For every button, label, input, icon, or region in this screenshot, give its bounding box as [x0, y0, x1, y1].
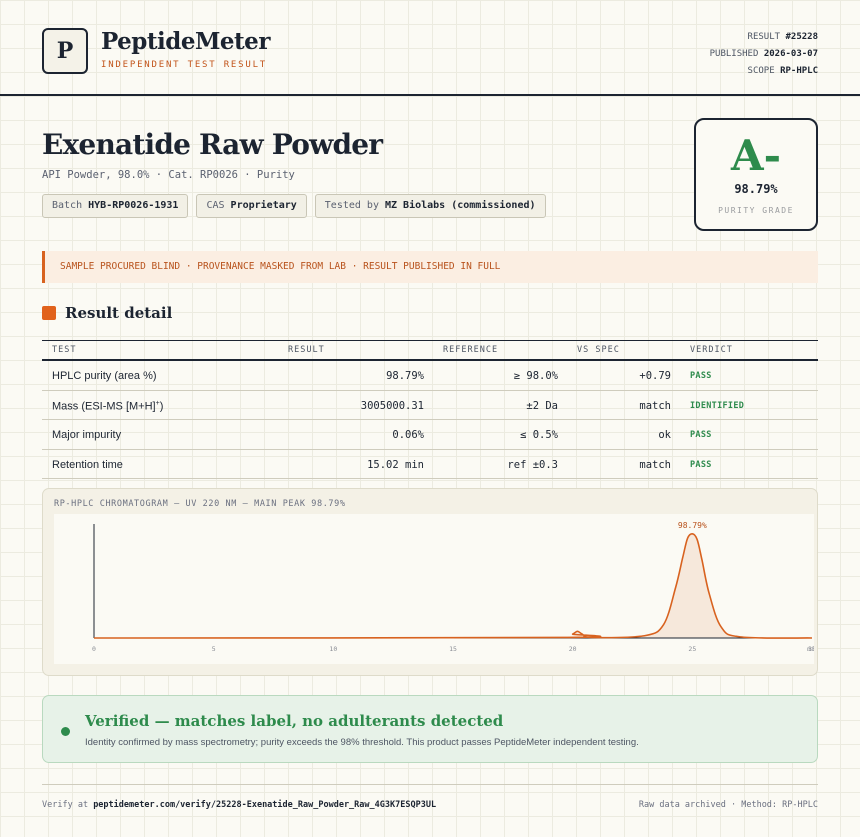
archive-note: Raw data archived · Method: RP-HPLC: [638, 800, 818, 810]
test-name: HPLC purity (area %): [52, 370, 157, 382]
scope-line: SCOPE RP-HPLC: [747, 66, 818, 76]
results-table: TEST RESULT REFERENCE VS SPEC VERDICT HP…: [42, 340, 818, 479]
verify-line: Verify at peptidemeter.com/verify/25228-…: [42, 800, 437, 810]
product-subtitle: API Powder, 98.0% · Cat. RP0026 · Purity: [42, 169, 295, 181]
test-vs-spec: ok: [658, 429, 671, 441]
test-name: Mass (ESI-MS [M+H]+): [52, 399, 164, 413]
published-line: PUBLISHED 2026-03-07: [709, 49, 818, 59]
section-title: Result detail: [65, 304, 173, 322]
col-reference: REFERENCE: [443, 345, 499, 355]
test-reference: ±2 Da: [526, 399, 558, 412]
test-result: 0.06%: [392, 429, 424, 441]
verified-banner: Verified — matches label, no adulterants…: [42, 695, 818, 763]
test-vs-spec: +0.79: [639, 370, 671, 382]
grade-letter: A-: [730, 131, 782, 180]
x-tick-label: 10: [329, 645, 337, 653]
footer-divider: [42, 784, 818, 785]
chart-title: RP-HPLC CHROMATOGRAM — UV 220 NM — MAIN …: [54, 499, 346, 509]
x-tick-label: 30: [808, 645, 814, 653]
grade-value: 98.79%: [734, 182, 778, 196]
verdict-badge: PASS: [690, 371, 712, 381]
chromatogram-chart: 0 5 10 15 20 25 30min 98.79%: [54, 514, 814, 664]
test-result: 98.79%: [386, 370, 424, 382]
x-tick-label: 25: [688, 645, 696, 653]
product-chips: Batch HYB-RP0026-1931 CAS Proprietary Te…: [42, 194, 546, 218]
result-id-line: RESULT #25228: [747, 32, 818, 42]
verdict-badge: IDENTIFIED: [690, 400, 745, 411]
verified-title: Verified — matches label, no adulterants…: [85, 712, 504, 730]
x-tick-label: 0: [92, 645, 96, 653]
cas-chip: CAS Proprietary: [196, 194, 307, 218]
table-row: HPLC purity (area %) 98.79% ≥ 98.0% +0.7…: [42, 361, 818, 391]
test-reference: ref ±0.3: [507, 458, 558, 471]
tested-by-chip: Tested by MZ Biolabs (commissioned): [314, 194, 546, 218]
verified-description: Identity confirmed by mass spectrometry;…: [85, 737, 639, 748]
published-date: 2026-03-07: [763, 49, 818, 59]
x-tick-label: 20: [569, 645, 577, 653]
table-row: Major impurity 0.06% ≤ 0.5% ok PASS: [42, 420, 818, 450]
test-name: Retention time: [52, 458, 123, 471]
chromatogram-series-line: [93, 533, 813, 639]
test-reference: ≥ 98.0%: [513, 370, 558, 382]
brand-tagline: INDEPENDENT TEST RESULT: [101, 60, 268, 70]
test-result: 3005000.31: [360, 399, 424, 412]
grade-label: PURITY GRADE: [718, 206, 794, 215]
result-id: #25228: [785, 32, 818, 42]
brand-logo[interactable]: P: [42, 28, 88, 74]
header: P PeptideMeter INDEPENDENT TEST RESULT R…: [0, 0, 860, 96]
test-vs-spec: match: [639, 458, 671, 471]
brand-name[interactable]: PeptideMeter: [101, 28, 270, 55]
verified-dot-icon: [61, 727, 70, 736]
grade-card: A- 98.79% PURITY GRADE: [694, 118, 818, 231]
batch-chip: Batch HYB-RP0026-1931: [42, 194, 189, 218]
x-unit-label: min: [807, 645, 814, 653]
blind-sample-notice: SAMPLE PROCURED BLIND · PROVENANCE MASKE…: [42, 251, 818, 283]
col-vs-spec: VS SPEC: [577, 345, 620, 355]
verdict-badge: PASS: [690, 459, 712, 470]
verify-link[interactable]: peptidemeter.com/verify/25228-Exenatide_…: [93, 800, 437, 810]
verdict-badge: PASS: [690, 430, 712, 440]
test-name: Major impurity: [52, 429, 122, 441]
chromatogram-card: RP-HPLC CHROMATOGRAM — UV 220 NM — MAIN …: [42, 488, 818, 676]
col-test: TEST: [52, 345, 77, 355]
x-tick-label: 5: [212, 645, 216, 653]
test-result: 15.02 min: [367, 458, 424, 471]
test-vs-spec: match: [639, 399, 671, 412]
product-title: Exenatide Raw Powder: [42, 128, 383, 161]
test-reference: ≤ 0.5%: [520, 429, 558, 441]
scope-value: RP-HPLC: [780, 66, 818, 76]
x-tick-label: 15: [449, 645, 457, 653]
table-row: Mass (ESI-MS [M+H]+) 3005000.31 ±2 Da ma…: [42, 391, 818, 420]
main-peak-label: 98.79%: [678, 521, 707, 530]
table-row: Retention time 15.02 min ref ±0.3 match …: [42, 450, 818, 479]
table-header: TEST RESULT REFERENCE VS SPEC VERDICT: [42, 340, 818, 361]
section-marker-icon: [42, 306, 56, 320]
section-heading: Result detail: [42, 304, 172, 322]
result-meta: RESULT #25228 PUBLISHED 2026-03-07 SCOPE…: [710, 29, 818, 80]
col-verdict: VERDICT: [690, 345, 733, 355]
col-result: RESULT: [288, 345, 325, 355]
